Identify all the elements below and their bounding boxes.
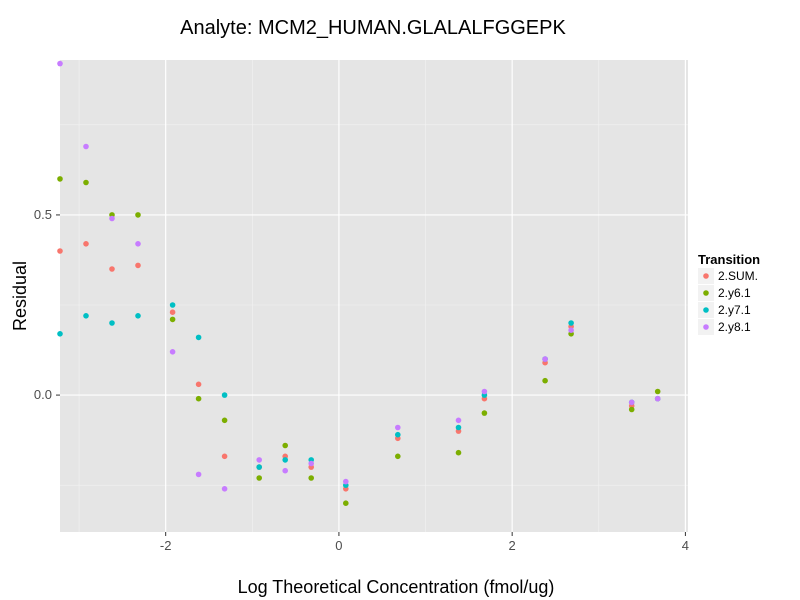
data-point-2-y8-1 <box>654 395 661 402</box>
y-tick-label: 0.0 <box>34 387 52 402</box>
data-point-2-y8-1 <box>57 60 63 67</box>
data-point-2-y8-1 <box>481 388 488 395</box>
data-points <box>57 60 661 507</box>
legend-swatch <box>703 307 709 313</box>
chart-title: Analyte: MCM2_HUMAN.GLALALFGGEPK <box>180 17 566 39</box>
data-point-2-y8-1 <box>135 241 141 247</box>
data-point-2-y6-1 <box>481 410 488 416</box>
data-point-2-y7-1 <box>57 331 63 337</box>
x-axis-ticks: -2 0 2 4 <box>160 532 689 553</box>
data-point-2-sum <box>57 248 63 254</box>
data-point-2-y8-1 <box>455 417 462 424</box>
data-point-2-y6-1 <box>221 417 228 424</box>
legend-swatch <box>703 324 709 330</box>
data-point-2-y6-1 <box>654 388 661 395</box>
data-point-2-y6-1 <box>57 176 63 182</box>
data-point-2-y8-1 <box>109 215 115 222</box>
data-point-2-sum <box>221 453 228 460</box>
x-axis-title: Log Theoretical Concentration (fmol/ug) <box>238 577 555 597</box>
legend-label: 2.SUM. <box>718 269 758 283</box>
data-point-2-y6-1 <box>628 406 635 413</box>
data-point-2-y7-1 <box>455 424 462 431</box>
data-point-2-y6-1 <box>395 453 401 460</box>
legend-swatch <box>703 273 709 279</box>
data-point-2-y7-1 <box>256 464 263 470</box>
data-point-2-y7-1 <box>109 320 115 326</box>
data-point-2-y8-1 <box>395 424 401 431</box>
data-point-2-sum <box>109 266 115 272</box>
x-tick-label: 2 <box>509 538 516 553</box>
major-gridlines <box>60 60 688 532</box>
data-point-2-y7-1 <box>282 457 289 463</box>
data-point-2-y6-1 <box>308 475 315 481</box>
x-tick-label: 0 <box>335 538 342 553</box>
minor-gridlines <box>60 60 688 532</box>
data-point-2-y8-1 <box>282 467 289 474</box>
legend-label: 2.y6.1 <box>718 286 751 300</box>
data-point-2-y8-1 <box>568 327 574 334</box>
data-point-2-y8-1 <box>195 471 202 478</box>
x-tick-label: -2 <box>160 538 172 553</box>
data-point-2-y6-1 <box>542 377 548 384</box>
data-point-2-y8-1 <box>628 399 635 406</box>
data-point-2-y6-1 <box>135 212 141 218</box>
y-axis-ticks: 0.0 0.5 <box>34 207 60 402</box>
x-tick-label: 4 <box>682 538 689 553</box>
data-point-2-y8-1 <box>256 457 263 463</box>
data-point-2-y8-1 <box>308 460 315 467</box>
y-tick-label: 0.5 <box>34 207 52 222</box>
legend-label: 2.y8.1 <box>718 320 751 334</box>
data-point-2-y6-1 <box>343 500 349 507</box>
data-point-2-y7-1 <box>195 334 202 341</box>
data-point-2-y6-1 <box>455 449 462 456</box>
data-point-2-y8-1 <box>221 486 228 492</box>
data-point-2-y7-1 <box>135 313 141 319</box>
legend-entries: 2.SUM. 2.y6.1 2.y7.1 2.y8.1 <box>698 268 758 335</box>
data-point-2-sum <box>83 241 89 247</box>
data-point-2-sum <box>169 309 176 316</box>
data-point-2-y8-1 <box>169 349 176 355</box>
data-point-2-y7-1 <box>221 392 228 398</box>
data-point-2-y7-1 <box>83 313 89 319</box>
data-point-2-y7-1 <box>169 302 176 308</box>
data-point-2-sum <box>135 262 141 269</box>
data-point-2-y6-1 <box>83 179 89 186</box>
data-point-2-sum <box>195 381 202 388</box>
data-point-2-y6-1 <box>256 475 263 481</box>
legend-swatch <box>703 290 709 296</box>
data-point-2-y6-1 <box>195 395 202 402</box>
data-point-2-y8-1 <box>83 143 89 150</box>
data-point-2-y7-1 <box>568 320 574 326</box>
legend-label: 2.y7.1 <box>718 303 751 317</box>
legend: Transition 2.SUM. 2.y6.1 2.y7.1 2.y8.1 <box>698 252 760 335</box>
data-point-2-y8-1 <box>542 356 548 362</box>
data-point-2-y7-1 <box>395 431 401 438</box>
data-point-2-y8-1 <box>343 478 349 485</box>
data-point-2-y6-1 <box>282 442 289 449</box>
legend-title: Transition <box>698 252 760 267</box>
y-axis-title: Residual <box>10 261 30 331</box>
data-point-2-y6-1 <box>169 316 176 323</box>
plot-panel <box>60 60 688 532</box>
